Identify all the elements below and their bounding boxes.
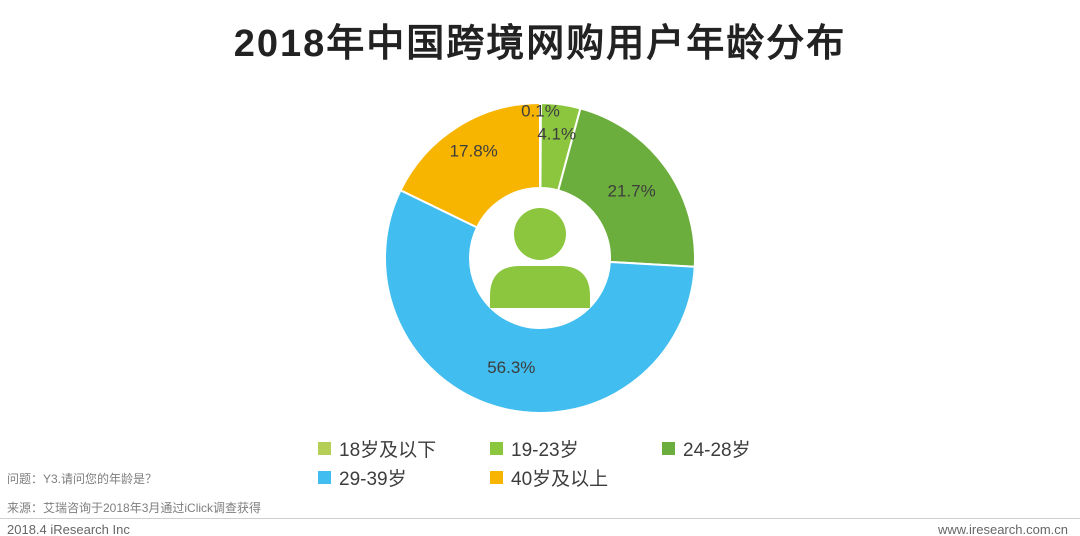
footer-divider [0, 518, 1080, 519]
slice-value-label-24-28岁: 21.7% [608, 181, 656, 200]
footer-website: www.iresearch.com.cn [937, 522, 1068, 536]
legend-swatch [662, 441, 675, 455]
legend-item-40岁及以上: 40岁及以上 [490, 467, 662, 490]
person-icon-head [514, 208, 566, 260]
person-icon [490, 208, 590, 308]
legend-swatch [490, 470, 503, 484]
legend-swatch [490, 441, 503, 455]
slice-labels: 0.1% 4.1% 21.7% 56.3% 17.8% [450, 101, 656, 376]
chart-title: 2018年中国跨境网购用户年龄分布 [233, 23, 847, 65]
source-note: 来源：艾瑞咨询于2018年3月通过iClick调查获得 [7, 501, 262, 515]
slice-value-label-19-23岁: 4.1% [537, 125, 576, 144]
legend-item-18岁及以下: 18岁及以下 [318, 438, 490, 461]
chart-legend: 18岁及以下 19-23岁 24-28岁 29-39岁 40岁及以上 [318, 438, 834, 490]
donut-slices [384, 101, 696, 414]
legend-label: 18岁及以下 [339, 439, 437, 461]
footer-company: 2018.4 iResearch Inc [7, 522, 130, 536]
slice-value-label-18岁及以下: 0.1% [521, 101, 560, 120]
person-icon-body [490, 266, 590, 308]
legend-item-29-39岁: 29-39岁 [318, 467, 490, 490]
question-note: 问题：Y3.请问您的年龄是？ [7, 472, 158, 486]
donut-slice-40岁及以上 [399, 101, 541, 229]
legend-label: 19-23岁 [511, 439, 579, 461]
legend-label: 29-39岁 [339, 468, 407, 490]
legend-label: 24-28岁 [683, 439, 751, 461]
legend-item-19-23岁: 19-23岁 [490, 438, 662, 461]
donut-slice-24-28岁 [557, 107, 696, 268]
slice-value-label-29-39岁: 56.3% [487, 358, 535, 377]
legend-swatch [318, 441, 331, 455]
legend-swatch [318, 470, 331, 484]
legend-item-24-28岁: 24-28岁 [662, 438, 834, 461]
donut-slice-29-39岁 [384, 188, 696, 414]
legend-label: 40岁及以上 [511, 468, 609, 490]
slice-value-label-40岁及以上: 17.8% [450, 142, 498, 161]
